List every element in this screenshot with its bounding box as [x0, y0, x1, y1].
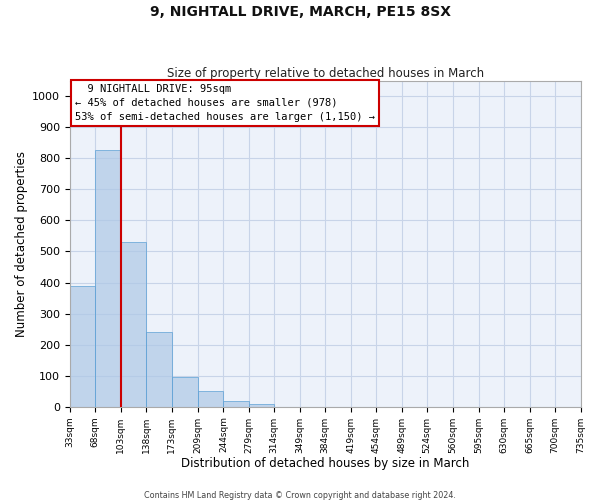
Bar: [249, 404, 274, 406]
Bar: [198, 391, 223, 406]
Bar: [70, 286, 95, 406]
Bar: [95, 150, 121, 406]
Text: 9 NIGHTALL DRIVE: 95sqm  
← 45% of detached houses are smaller (978)
53% of semi: 9 NIGHTALL DRIVE: 95sqm ← 45% of detache…: [75, 84, 375, 122]
Bar: [121, 242, 146, 406]
Y-axis label: Number of detached properties: Number of detached properties: [15, 150, 28, 336]
Bar: [172, 377, 198, 406]
Text: Contains HM Land Registry data © Crown copyright and database right 2024.: Contains HM Land Registry data © Crown c…: [144, 490, 456, 500]
Text: 9, NIGHTALL DRIVE, MARCH, PE15 8SX: 9, NIGHTALL DRIVE, MARCH, PE15 8SX: [149, 5, 451, 19]
X-axis label: Distribution of detached houses by size in March: Distribution of detached houses by size …: [181, 457, 469, 470]
Bar: [146, 332, 172, 406]
Title: Size of property relative to detached houses in March: Size of property relative to detached ho…: [167, 66, 484, 80]
Bar: [223, 400, 249, 406]
